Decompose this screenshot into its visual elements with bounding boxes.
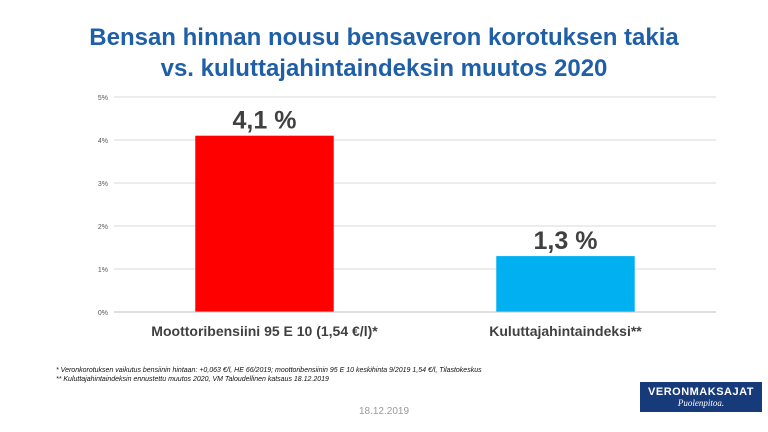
bar (496, 256, 635, 312)
y-tick-label: 2% (98, 224, 108, 231)
y-tick-label: 4% (98, 138, 108, 145)
data-label: 4,1 % (233, 107, 297, 135)
category-label: Moottoribensiini 95 E 10 (1,54 €/l)* (151, 323, 378, 339)
title-line-1: Bensan hinnan nousu bensaveron korotukse… (89, 24, 679, 51)
slide-date: 18.12.2019 (358, 406, 410, 417)
y-tick-label: 3% (98, 181, 108, 188)
chart-title: Bensan hinnan nousu bensaveron korotukse… (0, 22, 768, 84)
logo-slogan: Puolenpitoa. (677, 398, 725, 408)
footnotes: * Veronkorotuksen vaikutus bensiinin hin… (56, 366, 482, 384)
footnote-2: ** Kuluttajahintaindeksin ennustettu muu… (56, 376, 329, 383)
footnote-1: * Veronkorotuksen vaikutus bensiinin hin… (56, 367, 482, 374)
y-tick-label: 1% (98, 267, 108, 274)
bar-chart: 0% 1% 2% 3% 4% 5% 4,1 % Moottoribensiini 95 E 1… (98, 95, 716, 339)
data-label: 1,3 % (534, 227, 598, 255)
bar (195, 135, 334, 312)
y-tick-label: 5% (98, 95, 108, 102)
veronmaksajat-logo: VERONMAKSAJAT Puolenpitoa. (640, 382, 762, 412)
y-tick-label: 0% (98, 310, 108, 317)
category-label: Kuluttajahintaindeksi** (489, 323, 642, 339)
logo-name: VERONMAKSAJAT (648, 386, 754, 398)
title-line-2: vs. kuluttajahintaindeksin muutos 2020 (160, 55, 608, 82)
